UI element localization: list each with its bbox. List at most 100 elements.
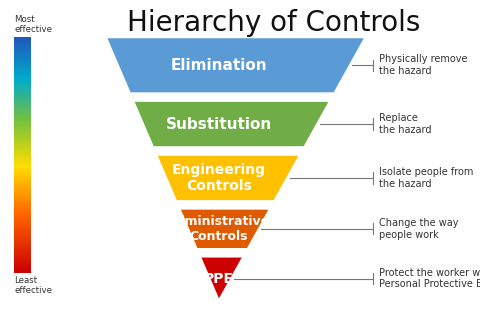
Polygon shape xyxy=(156,155,300,201)
Bar xyxy=(14,152,31,153)
Bar xyxy=(14,189,31,190)
Bar xyxy=(14,116,31,117)
Bar xyxy=(14,221,31,222)
Bar xyxy=(14,134,31,135)
Bar xyxy=(14,156,31,157)
Bar xyxy=(14,99,31,100)
Bar xyxy=(14,253,31,254)
Bar xyxy=(14,49,31,50)
Bar xyxy=(14,249,31,250)
Text: Change the way
people work: Change the way people work xyxy=(378,218,457,240)
Bar xyxy=(14,76,31,77)
Bar xyxy=(14,155,31,156)
Bar xyxy=(14,97,31,99)
Bar xyxy=(14,246,31,247)
Bar xyxy=(14,255,31,256)
Bar xyxy=(14,63,31,64)
Bar xyxy=(14,272,31,273)
Bar xyxy=(14,206,31,207)
Bar xyxy=(14,104,31,105)
Bar xyxy=(14,55,31,56)
Bar xyxy=(14,42,31,43)
Bar xyxy=(14,194,31,195)
Bar xyxy=(14,102,31,103)
Bar xyxy=(14,247,31,248)
Bar xyxy=(14,196,31,197)
Bar xyxy=(14,167,31,168)
Bar xyxy=(14,129,31,130)
Bar xyxy=(14,80,31,81)
Bar xyxy=(14,67,31,68)
Text: Hierarchy of Controls: Hierarchy of Controls xyxy=(127,9,420,37)
Bar xyxy=(14,262,31,264)
Bar xyxy=(14,232,31,233)
Bar xyxy=(14,260,31,261)
Bar xyxy=(14,111,31,113)
Bar xyxy=(14,248,31,249)
Text: Physically remove
the hazard: Physically remove the hazard xyxy=(378,55,466,76)
Bar xyxy=(14,126,31,127)
Bar xyxy=(14,68,31,69)
Bar xyxy=(14,202,31,203)
Bar xyxy=(14,40,31,41)
Text: Most
effective: Most effective xyxy=(14,15,52,34)
Bar xyxy=(14,237,31,239)
Bar xyxy=(14,258,31,259)
Bar xyxy=(14,148,31,149)
Bar xyxy=(14,228,31,229)
Bar xyxy=(14,65,31,67)
Bar xyxy=(14,161,31,162)
Bar xyxy=(14,168,31,169)
Text: Isolate people from
the hazard: Isolate people from the hazard xyxy=(378,167,472,189)
Bar xyxy=(14,90,31,91)
Bar xyxy=(14,177,31,179)
Bar xyxy=(14,147,31,148)
Bar xyxy=(14,160,31,161)
Bar xyxy=(14,215,31,216)
Bar xyxy=(14,70,31,71)
Bar xyxy=(14,103,31,104)
Polygon shape xyxy=(106,37,365,93)
Bar xyxy=(14,207,31,208)
Bar xyxy=(14,222,31,223)
Bar xyxy=(14,199,31,200)
Bar xyxy=(14,74,31,75)
Bar xyxy=(14,44,31,46)
Bar xyxy=(14,200,31,201)
Bar xyxy=(14,229,31,230)
Bar xyxy=(14,144,31,146)
Bar xyxy=(14,54,31,55)
Bar xyxy=(14,91,31,93)
Bar xyxy=(14,123,31,124)
Bar xyxy=(14,266,31,267)
Bar xyxy=(14,136,31,137)
Polygon shape xyxy=(200,256,243,301)
Bar xyxy=(14,158,31,160)
Bar xyxy=(14,220,31,221)
Bar xyxy=(14,219,31,220)
Bar xyxy=(14,139,31,140)
Bar xyxy=(14,208,31,209)
Bar xyxy=(14,73,31,74)
Bar xyxy=(14,56,31,57)
Bar xyxy=(14,122,31,123)
Bar xyxy=(14,235,31,236)
Bar xyxy=(14,75,31,76)
Bar xyxy=(14,84,31,86)
Bar xyxy=(14,142,31,143)
Bar xyxy=(14,43,31,44)
Bar xyxy=(14,117,31,118)
Bar xyxy=(14,227,31,228)
Text: Replace
the hazard: Replace the hazard xyxy=(378,113,430,135)
Polygon shape xyxy=(179,209,270,249)
Bar xyxy=(14,187,31,188)
Bar xyxy=(14,61,31,62)
Bar xyxy=(14,130,31,131)
Text: Protect the worker with
Personal Protective Equipment: Protect the worker with Personal Protect… xyxy=(378,268,480,290)
Bar xyxy=(14,93,31,94)
Bar xyxy=(14,226,31,227)
Bar xyxy=(14,86,31,87)
Bar xyxy=(14,52,31,54)
Bar xyxy=(14,150,31,152)
Bar xyxy=(14,38,31,40)
